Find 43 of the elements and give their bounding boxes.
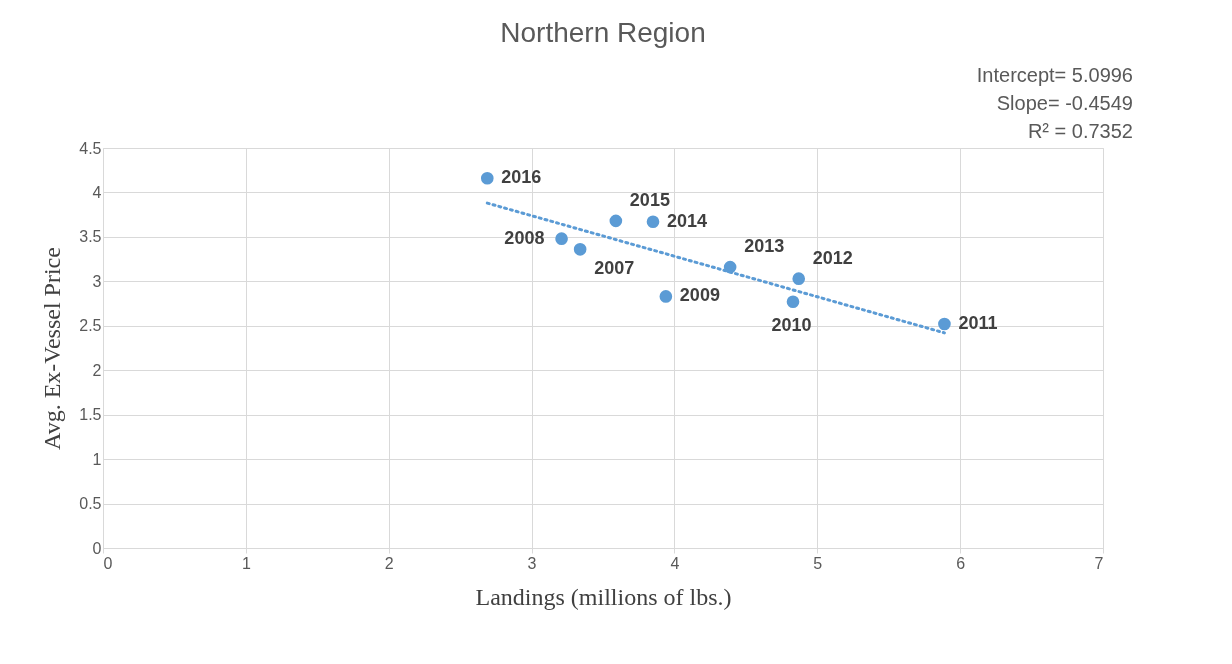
point <box>555 232 568 245</box>
y-tick-label: 0 <box>92 539 102 557</box>
annotation: 2008 <box>504 227 545 248</box>
point <box>573 243 587 256</box>
annotation: 2012 <box>812 247 853 268</box>
y-tick-label: 0.5 <box>79 495 102 513</box>
annotation: 2011 <box>958 313 998 333</box>
x-tick-label: 5 <box>813 554 823 572</box>
x-axis-title: Landings (millions of lbs.) <box>475 583 732 610</box>
point <box>480 171 494 185</box>
y-tick-label: 4.5 <box>79 139 102 157</box>
y-tick-label: 4 <box>92 183 102 201</box>
annotation: 2016 <box>501 167 542 188</box>
x-tick-label: 4 <box>670 554 680 572</box>
point <box>646 215 660 229</box>
y-tick-label: 3 <box>92 272 102 290</box>
annotation: 2010 <box>771 314 812 335</box>
text: Intercept= 5.0996 <box>976 64 1133 86</box>
point <box>792 272 806 285</box>
text: Slope= -0.4549 <box>996 92 1133 114</box>
annotation: 2013 <box>744 236 785 257</box>
x-tick-label: 1 <box>241 554 251 572</box>
y-tick-label: 1 <box>92 450 102 468</box>
annotation: 2015 <box>629 189 670 210</box>
x-tick-label: 0 <box>103 554 113 572</box>
point <box>938 317 951 331</box>
y-tick-label: 3.5 <box>79 228 102 246</box>
annotation: 2007 <box>594 258 635 279</box>
text: R² = 0.7352 <box>1027 120 1133 142</box>
x-tick-label: 7 <box>1094 554 1104 572</box>
y-tick-label: 2.5 <box>79 317 102 335</box>
y-axis-title: Avg. Ex-Vessel Price <box>39 247 66 450</box>
y-tick-label: 2 <box>92 361 102 379</box>
annotation: 2009 <box>679 285 720 306</box>
chart-title: Northern Region <box>500 17 706 48</box>
point <box>609 214 623 228</box>
point <box>786 295 800 309</box>
y-tick-label: 1.5 <box>79 406 102 424</box>
x-tick-label: 6 <box>956 554 966 572</box>
annotation: 2014 <box>667 210 708 231</box>
point <box>659 290 673 303</box>
x-tick-label: 2 <box>384 554 394 572</box>
x-tick-label: 3 <box>527 554 537 572</box>
